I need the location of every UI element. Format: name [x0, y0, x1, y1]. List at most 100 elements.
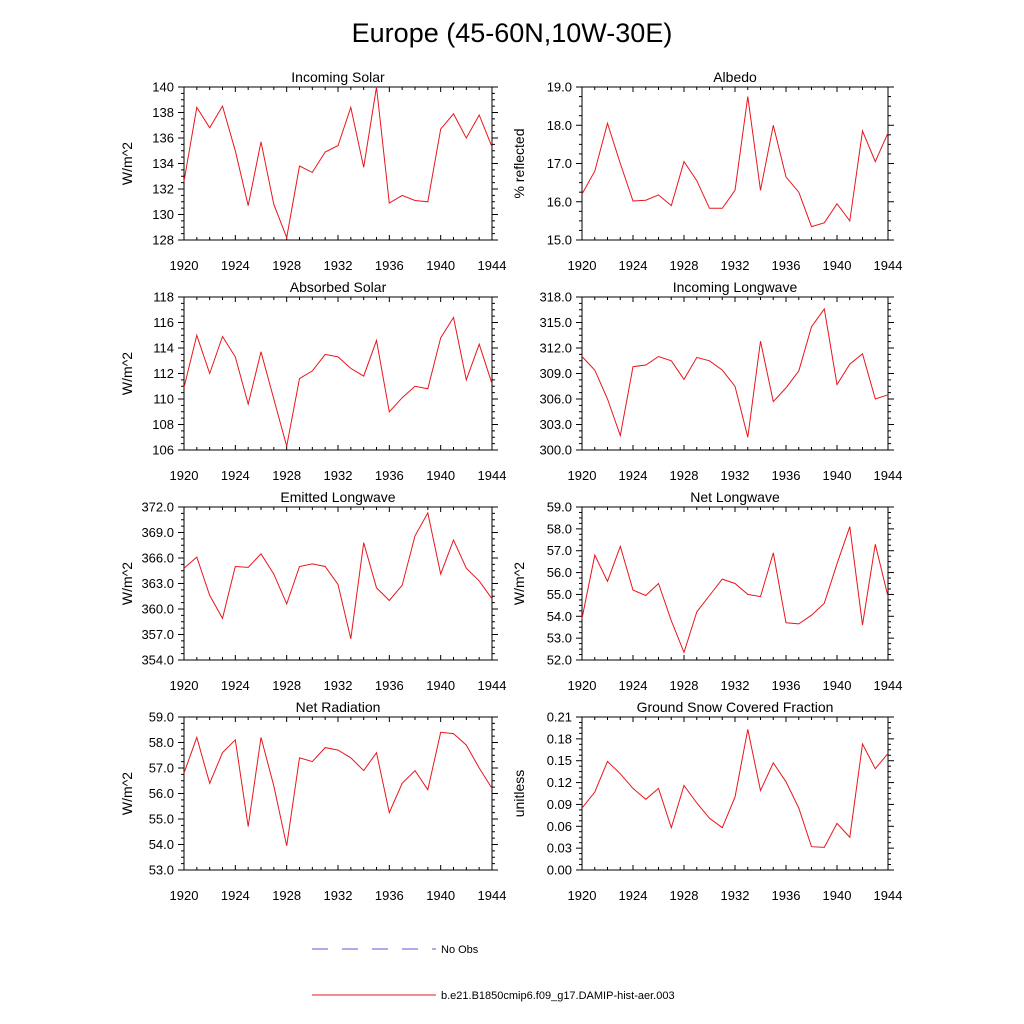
y-tick-label: 363.0 [141, 576, 174, 591]
y-tick-label: 138 [152, 105, 174, 120]
x-tick-label: 1940 [426, 468, 455, 483]
panel-incoming-longwave: Incoming Longwave 1920 1924 1928 1932 1936 194… [539, 279, 902, 483]
x-tick-label: 1936 [772, 888, 801, 903]
x-tick-label: 1944 [874, 468, 903, 483]
y-axis-label: W/m^2 [119, 352, 135, 395]
chart-panels: Incoming Solar 1920 1924 1928 1932 1936 1940 19… [119, 69, 902, 903]
x-tick-label: 1928 [670, 468, 699, 483]
y-tick-label: 354.0 [141, 653, 174, 668]
x-tick-label: 1928 [272, 678, 301, 693]
plot-frame [581, 86, 889, 241]
y-tick-label: 19.0 [547, 80, 572, 95]
x-tick-label: 1944 [874, 888, 903, 903]
y-tick-label: 303.0 [539, 417, 572, 432]
panel-title: Net Longwave [690, 489, 780, 505]
plot-frame [183, 506, 493, 661]
y-tick-label: 56.0 [547, 565, 572, 580]
x-tick-label: 1928 [670, 258, 699, 273]
y-axis-label: % reflected [511, 128, 527, 198]
y-tick-label: 52.0 [547, 653, 572, 668]
x-tick-label: 1924 [619, 468, 648, 483]
y-tick-label: 17.0 [547, 156, 572, 171]
y-tick-label: 0.12 [547, 775, 572, 790]
y-tick-label: 0.15 [547, 753, 572, 768]
y-tick-label: 58.0 [547, 521, 572, 536]
y-tick-label: 58.0 [149, 735, 174, 750]
y-tick-label: 53.0 [547, 631, 572, 646]
y-tick-label: 59.0 [149, 710, 174, 725]
x-tick-label: 1920 [568, 258, 597, 273]
panel-title: Ground Snow Covered Fraction [637, 699, 834, 715]
x-tick-label: 1928 [272, 258, 301, 273]
x-tick-label: 1924 [619, 678, 648, 693]
y-tick-label: 136 [152, 131, 174, 146]
x-tick-label: 1920 [568, 678, 597, 693]
y-tick-label: 0.00 [547, 863, 572, 878]
x-tick-label: 1924 [619, 888, 648, 903]
x-tick-label: 1928 [272, 468, 301, 483]
y-axis-label: unitless [511, 770, 527, 817]
x-tick-label: 1920 [568, 468, 597, 483]
legend-label-model-run: b.e21.B1850cmip6.f09_g17.DAMIP-hist-aer.… [441, 990, 675, 1002]
x-tick-label: 1936 [375, 468, 404, 483]
y-tick-label: 318.0 [539, 290, 572, 305]
y-tick-label: 312.0 [539, 341, 572, 356]
y-tick-label: 54.0 [547, 609, 572, 624]
plot-frame [183, 86, 493, 241]
y-tick-label: 16.0 [547, 194, 572, 209]
legend: No Obs b.e21.B1850cmip6.f09_g17.DAMIP-hi… [312, 944, 675, 1002]
x-tick-label: 1944 [874, 678, 903, 693]
y-tick-label: 130 [152, 207, 174, 222]
y-tick-label: 315.0 [539, 315, 572, 330]
x-tick-label: 1932 [721, 888, 750, 903]
series-line-model-run [183, 511, 493, 639]
panel-title: Albedo [713, 69, 757, 85]
y-tick-label: 110 [153, 392, 174, 407]
panel-net-longwave: Net Longwave 1920 1924 1928 1932 1936 1940 1944… [511, 489, 902, 693]
panel-net-radiation: Net Radiation 1920 1924 1928 1932 1936 1940 194… [119, 699, 506, 903]
panel-title: Absorbed Solar [290, 279, 387, 295]
y-tick-label: 112 [153, 366, 174, 381]
panel-emitted-longwave: Emitted Longwave 1920 1924 1928 1932 1936 1940… [119, 489, 506, 693]
panel-incoming-solar: Incoming Solar 1920 1924 1928 1932 1936 1940 19… [119, 69, 506, 273]
y-tick-label: 18.0 [547, 118, 572, 133]
series-line-model-run [183, 316, 493, 447]
x-tick-label: 1944 [478, 678, 507, 693]
y-axis-label: W/m^2 [119, 562, 135, 605]
y-tick-label: 360.0 [141, 602, 174, 617]
x-tick-label: 1928 [272, 888, 301, 903]
series-line-model-run [581, 96, 889, 228]
series-line-model-run [581, 729, 889, 848]
y-tick-label: 300.0 [539, 443, 572, 458]
plot-frame [183, 296, 493, 451]
y-tick-label: 57.0 [149, 761, 174, 776]
x-tick-label: 1920 [568, 888, 597, 903]
panel-title: Emitted Longwave [280, 489, 395, 505]
y-tick-label: 366.0 [141, 551, 174, 566]
y-tick-label: 0.06 [547, 819, 572, 834]
y-tick-label: 309.0 [539, 366, 572, 381]
y-tick-label: 108 [152, 417, 174, 432]
legend-item-model-run: b.e21.B1850cmip6.f09_g17.DAMIP-hist-aer.… [312, 990, 675, 1002]
y-tick-label: 55.0 [149, 812, 174, 827]
x-tick-label: 1940 [823, 678, 852, 693]
y-tick-label: 15.0 [547, 233, 572, 248]
panel-albedo: Albedo 1920 1924 1928 1932 1936 1940 1944 15.0 16… [511, 69, 902, 273]
y-axis-label: W/m^2 [119, 772, 135, 815]
x-tick-label: 1940 [426, 888, 455, 903]
x-tick-label: 1932 [324, 678, 353, 693]
x-tick-label: 1920 [170, 468, 199, 483]
x-tick-label: 1936 [772, 468, 801, 483]
y-axis-label: W/m^2 [119, 142, 135, 185]
x-tick-label: 1936 [772, 678, 801, 693]
x-tick-label: 1944 [874, 258, 903, 273]
panel-title: Incoming Solar [291, 69, 385, 85]
series-line-model-run [183, 86, 493, 240]
x-tick-label: 1932 [721, 468, 750, 483]
panel-title: Net Radiation [296, 699, 381, 715]
y-tick-label: 0.09 [547, 797, 572, 812]
x-tick-label: 1928 [670, 678, 699, 693]
x-tick-label: 1940 [823, 258, 852, 273]
y-tick-label: 114 [153, 341, 174, 356]
